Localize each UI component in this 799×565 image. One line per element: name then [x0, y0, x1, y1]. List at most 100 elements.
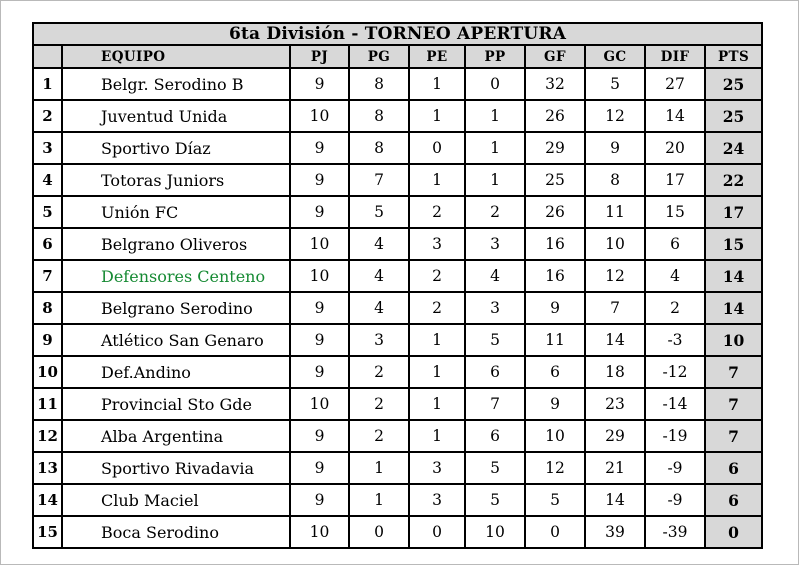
pg-cell: 3: [348, 323, 410, 357]
dif-cell: -19: [644, 419, 706, 453]
pj-cell: 10: [289, 387, 350, 421]
pts-cell: 6: [703, 483, 764, 517]
standings-table: 6ta División - TORNEO APERTURA EQUIPO PJ P…: [31, 22, 764, 549]
pj-cell: 9: [289, 419, 350, 453]
table-row: 5 Unión FC 9 5 2 2 26 11 15 17: [32, 195, 764, 229]
pe-cell: 2: [408, 259, 466, 293]
position-cell: 13: [32, 451, 63, 485]
table-row: 9 Atlético San Genaro 9 3 1 5 11 14 -3 10: [32, 323, 764, 357]
gc-cell: 29: [584, 419, 646, 453]
gf-cell: 9: [524, 387, 586, 421]
pe-cell: 0: [408, 131, 466, 165]
team-name: Atlético San Genaro: [61, 323, 291, 357]
pj-cell: 9: [289, 451, 350, 485]
pg-cell: 8: [348, 67, 410, 101]
pj-cell: 9: [289, 291, 350, 325]
pp-cell: 2: [464, 195, 526, 229]
position-cell: 14: [32, 483, 63, 517]
dif-cell: -9: [644, 483, 706, 517]
pj-cell: 9: [289, 163, 350, 197]
dif-cell: 15: [644, 195, 706, 229]
position-cell: 11: [32, 387, 63, 421]
dif-cell: 17: [644, 163, 706, 197]
pe-cell: 2: [408, 195, 466, 229]
gc-cell: 14: [584, 483, 646, 517]
gf-cell: 0: [524, 515, 586, 549]
pts-cell: 22: [703, 163, 764, 197]
pj-cell: 9: [289, 323, 350, 357]
table-row: 15 Boca Serodino 10 0 0 10 0 39 -39 0: [32, 515, 764, 549]
pe-cell: 1: [408, 355, 466, 389]
team-name: Belgrano Oliveros: [61, 227, 291, 261]
team-name: Sportivo Díaz: [61, 131, 291, 165]
pts-cell: 0: [703, 515, 764, 549]
table-row: 10 Def.Andino 9 2 1 6 6 18 -12 7: [32, 355, 764, 389]
pg-cell: 0: [348, 515, 410, 549]
gc-cell: 8: [584, 163, 646, 197]
gc-cell: 21: [584, 451, 646, 485]
pp-cell: 6: [464, 419, 526, 453]
pp-cell: 10: [464, 515, 526, 549]
table-row: 7 Defensores Centeno 10 4 2 4 16 12 4 14: [32, 259, 764, 293]
gf-cell: 32: [524, 67, 586, 101]
position-cell: 2: [32, 99, 63, 133]
pts-cell: 25: [703, 99, 764, 133]
dif-cell: 2: [644, 291, 706, 325]
team-name: Alba Argentina: [61, 419, 291, 453]
gf-cell: 16: [524, 259, 586, 293]
dif-cell: -14: [644, 387, 706, 421]
table-row: 1 Belgr. Serodino B 9 8 1 0 32 5 27 25: [32, 67, 764, 101]
position-cell: 12: [32, 419, 63, 453]
pj-cell: 9: [289, 195, 350, 229]
team-name: Provincial Sto Gde: [61, 387, 291, 421]
standings-page: 6ta División - TORNEO APERTURA EQUIPO PJ P…: [31, 22, 764, 549]
pg-cell: 5: [348, 195, 410, 229]
table-row: 12 Alba Argentina 9 2 1 6 10 29 -19 7: [32, 419, 764, 453]
table-row: 14 Club Maciel 9 1 3 5 5 14 -9 6: [32, 483, 764, 517]
column-header-pp: PP: [464, 44, 526, 69]
pts-cell: 7: [703, 387, 764, 421]
pp-cell: 1: [464, 99, 526, 133]
position-cell: 9: [32, 323, 63, 357]
team-name: Boca Serodino: [61, 515, 291, 549]
gf-cell: 6: [524, 355, 586, 389]
pp-cell: 0: [464, 67, 526, 101]
dif-cell: -12: [644, 355, 706, 389]
pts-cell: 15: [703, 227, 764, 261]
gf-cell: 26: [524, 99, 586, 133]
column-header-gf: GF: [524, 44, 586, 69]
column-header-equipo: EQUIPO: [61, 44, 291, 69]
table-row: 11 Provincial Sto Gde 10 2 1 7 9 23 -14 7: [32, 387, 764, 421]
team-name: Belgrano Serodino: [61, 291, 291, 325]
pts-cell: 25: [703, 67, 764, 101]
title-row: 6ta División - TORNEO APERTURA: [31, 22, 764, 46]
pj-cell: 10: [289, 259, 350, 293]
table-title: 6ta División - TORNEO APERTURA: [31, 22, 764, 46]
pg-cell: 1: [348, 451, 410, 485]
team-name: Sportivo Rivadavia: [61, 451, 291, 485]
pts-cell: 14: [703, 291, 764, 325]
pg-cell: 4: [348, 227, 410, 261]
pp-cell: 1: [464, 163, 526, 197]
column-header-dif: DIF: [644, 44, 706, 69]
table-row: 4 Totoras Juniors 9 7 1 1 25 8 17 22: [32, 163, 764, 197]
pe-cell: 2: [408, 291, 466, 325]
standings-body: 1 Belgr. Serodino B 9 8 1 0 32 5 27 25 2 Juventud U…: [32, 67, 764, 549]
pp-cell: 4: [464, 259, 526, 293]
pg-cell: 2: [348, 419, 410, 453]
dif-cell: -39: [644, 515, 706, 549]
team-name: Def.Andino: [61, 355, 291, 389]
column-header-pj: PJ: [289, 44, 350, 69]
pg-cell: 7: [348, 163, 410, 197]
pe-cell: 1: [408, 163, 466, 197]
pe-cell: 0: [408, 515, 466, 549]
pj-cell: 9: [289, 131, 350, 165]
team-name: Club Maciel: [61, 483, 291, 517]
gc-cell: 18: [584, 355, 646, 389]
pe-cell: 1: [408, 387, 466, 421]
gf-cell: 5: [524, 483, 586, 517]
pe-cell: 1: [408, 67, 466, 101]
team-name: Totoras Juniors: [61, 163, 291, 197]
pp-cell: 3: [464, 291, 526, 325]
position-cell: 5: [32, 195, 63, 229]
